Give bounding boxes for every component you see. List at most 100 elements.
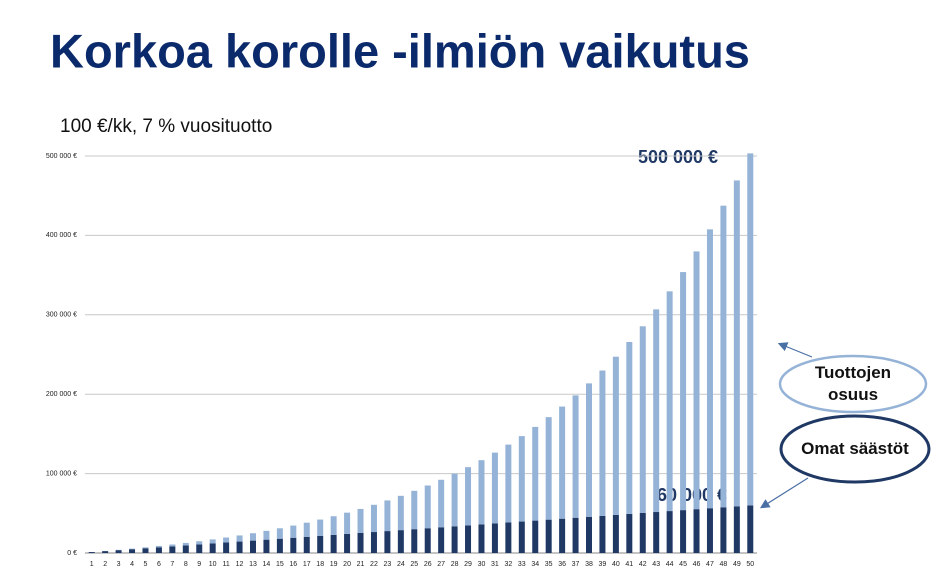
x-tick-label: 42 [639, 561, 647, 568]
bar-segment [693, 251, 700, 510]
x-tick-label: 8 [184, 561, 188, 568]
bar-segment [263, 539, 270, 553]
bar-segment [209, 543, 216, 553]
bar-segment [250, 540, 256, 553]
bar-segment [115, 550, 122, 553]
bar-segment [680, 510, 687, 553]
x-tick-label: 37 [572, 561, 580, 568]
bar-segment [599, 370, 606, 516]
bar-segment [344, 533, 351, 553]
x-tick-label: 22 [370, 561, 378, 568]
slide-title: Korkoa korolle -ilmiön vaikutus [50, 24, 750, 77]
bar-segment [438, 527, 445, 553]
bar-segment [518, 521, 525, 553]
bar-segment [720, 507, 727, 553]
bar-segment [303, 522, 310, 537]
legend-label: Tuottojen osuus [814, 362, 892, 404]
bar-segment [250, 533, 256, 541]
x-tick-label: 18 [316, 561, 324, 568]
x-tick-label: 2 [103, 561, 107, 568]
x-tick-label: 19 [330, 561, 338, 568]
x-tick-label: 12 [236, 561, 244, 568]
bar-segment [182, 542, 189, 546]
x-tick-label: 38 [585, 561, 593, 568]
x-tick-label: 26 [424, 561, 432, 568]
bar-segment [384, 531, 391, 553]
bar-segment [129, 548, 136, 550]
x-tick-label: 28 [451, 561, 459, 568]
legend-label: Omat säästöt [801, 438, 909, 458]
bar-segment [518, 436, 525, 522]
x-tick-label: 36 [558, 561, 566, 568]
x-tick-label: 46 [693, 561, 701, 568]
bar-segment [572, 517, 579, 553]
x-tick-label: 35 [545, 561, 553, 568]
x-tick-label: 10 [209, 561, 217, 568]
bar-segment [465, 467, 472, 526]
bar-segment [370, 532, 377, 553]
bar-segment [182, 545, 189, 553]
x-tick-label: 33 [518, 561, 526, 568]
x-tick-label: 3 [117, 561, 121, 568]
x-tick-label: 6 [157, 561, 161, 568]
x-tick-label: 29 [464, 561, 472, 568]
x-tick-label: 16 [289, 561, 297, 568]
bar-segment [599, 515, 606, 553]
x-tick-label: 4 [130, 561, 134, 568]
legend-ellipse [778, 354, 928, 414]
bar-segment [223, 537, 230, 543]
bar-segment [612, 514, 619, 553]
bar-segment [88, 552, 95, 553]
bar-segment [424, 485, 431, 529]
bar-segment [397, 495, 404, 531]
x-tick-label: 30 [478, 561, 486, 568]
bar-segment [465, 525, 472, 553]
bar-segment [545, 519, 552, 553]
bar-segment [102, 551, 109, 553]
bar-segment [491, 452, 498, 524]
bar-segment [276, 538, 283, 553]
bar-segment [706, 229, 713, 509]
x-tick-label: 15 [276, 561, 284, 568]
bar-segment [209, 539, 216, 544]
x-tick-label: 21 [357, 561, 365, 568]
x-tick-label: 41 [625, 561, 633, 568]
x-tick-label: 5 [144, 561, 148, 568]
x-tick-label: 25 [410, 561, 418, 568]
x-tick-label: 45 [679, 561, 687, 568]
bar-segment [532, 426, 539, 521]
bar-segment [626, 342, 633, 514]
x-tick-label: 47 [706, 561, 714, 568]
bar-segment [666, 511, 673, 553]
bar-segment [384, 500, 391, 532]
legend-ellipse [779, 414, 931, 484]
bar-segment [169, 546, 176, 553]
y-tick-label: 400 000 € [46, 232, 77, 239]
bar-segment [424, 528, 431, 553]
bar-segment [370, 504, 377, 533]
bar-segment [142, 548, 149, 553]
bar-segment [639, 512, 646, 553]
x-tick-label: 11 [222, 561, 229, 568]
x-tick-label: 14 [263, 561, 271, 568]
bar-segment [223, 542, 230, 553]
bar-segment [572, 395, 579, 518]
legend-label-box: Omat säästöt [801, 438, 909, 458]
y-tick-label: 500 000 € [46, 153, 77, 160]
bar-segment [142, 547, 149, 549]
bar-segment [451, 526, 458, 553]
bar-segment [276, 528, 283, 539]
bar-segment [155, 545, 162, 548]
x-tick-label: 48 [720, 561, 728, 568]
legend-label-box: Tuottojen osuus [814, 362, 892, 404]
x-tick-label: 23 [384, 561, 392, 568]
annotation: 500 000 € [638, 147, 718, 167]
x-tick-label: 17 [303, 561, 311, 568]
bar-segment [639, 326, 646, 513]
bar-segment [559, 406, 566, 519]
bar-segment [196, 541, 203, 545]
x-tick-label: 44 [666, 561, 674, 568]
bar-segment [545, 417, 552, 520]
bar-segment [290, 537, 297, 553]
